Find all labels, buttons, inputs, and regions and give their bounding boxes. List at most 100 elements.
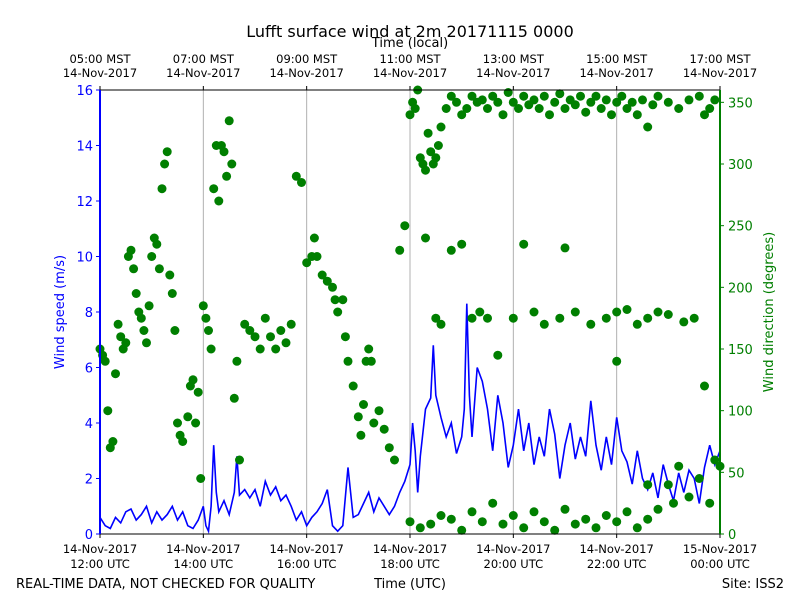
direction-point	[260, 313, 270, 323]
direction-point	[116, 332, 126, 342]
top-tick-time: 15:00 MST	[586, 52, 648, 66]
direction-point	[632, 319, 642, 329]
top-tick-time: 07:00 MST	[173, 52, 235, 66]
direction-point	[694, 474, 704, 483]
direction-point	[322, 276, 332, 286]
bottom-tick-date: 15-Nov-2017	[683, 542, 757, 556]
top-tick-time: 09:00 MST	[276, 52, 338, 66]
direction-point	[493, 350, 503, 360]
y-right-label: Wind direction (degrees)	[762, 232, 777, 392]
direction-point	[457, 110, 467, 120]
direction-point	[426, 519, 436, 529]
direction-point	[710, 95, 720, 105]
direction-point	[178, 437, 188, 446]
top-tick-date: 14-Nov-2017	[269, 66, 343, 80]
bottom-tick-time: 22:00 UTC	[587, 557, 647, 571]
direction-point	[514, 104, 523, 113]
direction-point	[694, 91, 704, 101]
direction-point	[431, 153, 441, 163]
left-tick-label: 14	[76, 140, 93, 155]
direction-point	[534, 104, 544, 113]
direction-point	[245, 326, 255, 335]
direction-point	[498, 110, 508, 120]
bottom-tick-time: 18:00 UTC	[380, 557, 440, 571]
direction-point	[653, 91, 663, 101]
direction-point	[627, 97, 637, 107]
direction-point	[103, 406, 113, 416]
direction-point	[183, 412, 193, 422]
direction-point	[191, 418, 201, 428]
direction-point	[643, 480, 653, 490]
direction-point	[415, 523, 425, 533]
direction-point	[622, 305, 632, 314]
direction-point	[126, 245, 136, 255]
direction-point	[162, 147, 172, 157]
direction-point	[113, 319, 123, 329]
direction-point	[663, 97, 673, 107]
direction-point	[643, 313, 653, 323]
direction-point	[139, 326, 149, 335]
direction-point	[338, 295, 348, 305]
direction-point	[129, 264, 139, 274]
direction-point	[452, 97, 461, 107]
bottom-tick-date: 14-Nov-2017	[269, 542, 343, 556]
direction-point	[379, 424, 389, 434]
direction-point	[539, 319, 549, 329]
direction-point	[622, 507, 632, 517]
direction-point	[204, 326, 213, 335]
direction-point	[369, 418, 379, 428]
direction-point	[663, 310, 673, 319]
direction-point	[286, 319, 296, 329]
right-tick-label: 0	[728, 528, 736, 543]
direction-point	[457, 239, 467, 249]
y-left-label: Wind speed (m/s)	[53, 255, 68, 369]
direction-point	[550, 97, 560, 107]
direction-point	[266, 332, 275, 342]
direction-point	[663, 480, 673, 490]
direction-point	[586, 319, 596, 329]
direction-point	[235, 455, 244, 465]
direction-point	[173, 418, 182, 428]
direction-point	[446, 245, 456, 255]
direction-point	[684, 95, 694, 105]
left-tick-label: 16	[76, 84, 93, 99]
direction-point	[121, 338, 131, 348]
direction-point	[154, 264, 164, 274]
direction-point	[206, 344, 216, 354]
direction-point	[229, 393, 239, 403]
direction-point	[560, 243, 570, 253]
direction-point	[423, 128, 433, 138]
direction-point	[581, 514, 591, 524]
direction-point	[529, 307, 539, 317]
chart-title: Lufft surface wind at 2m 20171115 0000	[246, 22, 574, 41]
direction-point	[570, 307, 580, 317]
direction-point	[483, 104, 492, 113]
right-tick-label: 250	[728, 220, 753, 235]
direction-series	[95, 85, 725, 535]
direction-point	[400, 221, 410, 231]
direction-point	[710, 455, 720, 465]
direction-point	[508, 97, 518, 107]
direction-point	[705, 498, 715, 508]
direction-point	[317, 270, 327, 280]
bottom-tick-date: 14-Nov-2017	[579, 542, 653, 556]
direction-point	[436, 511, 446, 520]
top-tick-date: 14-Nov-2017	[373, 66, 447, 80]
direction-point	[674, 104, 684, 113]
direction-point	[612, 356, 622, 366]
direction-point	[596, 104, 606, 113]
direction-point	[483, 313, 492, 323]
direction-point	[209, 184, 219, 194]
right-tick-label: 50	[728, 466, 745, 481]
direction-point	[348, 381, 358, 391]
direction-point	[570, 100, 580, 110]
direction-point	[157, 184, 167, 194]
direction-point	[519, 523, 529, 533]
direction-point	[250, 332, 260, 342]
direction-point	[227, 159, 237, 169]
left-tick-label: 0	[85, 528, 93, 543]
direction-point	[643, 514, 653, 524]
direction-point	[653, 504, 663, 514]
speed-series	[99, 303, 721, 535]
